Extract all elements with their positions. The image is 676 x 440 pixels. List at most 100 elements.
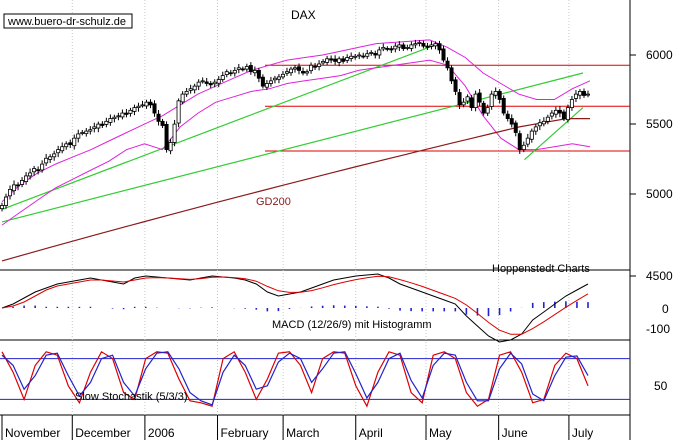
candle-body	[565, 107, 570, 121]
stoch-axis: 50	[654, 379, 668, 393]
macd-signal-line	[1, 275, 589, 335]
candle-body	[337, 58, 342, 63]
candle-body	[417, 41, 422, 44]
candle-body	[196, 81, 201, 87]
candle-body	[220, 75, 225, 80]
candle-body	[561, 111, 566, 119]
candle-body	[288, 68, 293, 74]
candle-body	[541, 120, 546, 125]
month-label: July	[572, 426, 593, 440]
candle-body	[108, 118, 113, 123]
month-label: April	[359, 426, 383, 440]
candle-body	[52, 153, 57, 158]
candle-body	[353, 55, 358, 58]
candle-body	[200, 80, 205, 83]
candle-body	[449, 67, 454, 82]
candle-body	[385, 48, 390, 50]
trendline	[1, 72, 584, 223]
month-label: November	[5, 426, 60, 440]
stoch-d-line	[1, 351, 589, 406]
candle-body	[377, 49, 382, 56]
candle-body	[156, 113, 161, 122]
candle-body	[172, 123, 177, 143]
candle-body	[333, 58, 338, 62]
trendlines	[1, 44, 584, 223]
candle-body	[509, 118, 514, 125]
candle-body	[309, 64, 314, 72]
candle-body	[124, 112, 129, 115]
candle-body	[260, 76, 265, 87]
month-axis: November December 2006 February March April Ma…	[1, 415, 593, 440]
candle-body	[160, 120, 165, 126]
candle-body	[168, 142, 173, 152]
candle-body	[501, 97, 506, 114]
chart-title: DAX	[291, 8, 316, 22]
candle-body	[144, 101, 149, 107]
candle-body	[0, 205, 4, 210]
candle-body	[4, 196, 9, 206]
macd-label: MACD (12/26/9) mit Histogramm	[272, 319, 432, 331]
macd-layer	[1, 273, 589, 343]
candle-body	[24, 175, 29, 182]
candle-body	[409, 44, 414, 49]
month-label: February	[221, 426, 269, 440]
candle-body	[136, 105, 141, 108]
candle-body	[264, 83, 269, 88]
gd200-line	[1, 118, 590, 262]
candle-body	[40, 163, 45, 171]
candle-body	[280, 73, 285, 78]
candle-body	[228, 72, 233, 75]
candle-body	[557, 109, 562, 114]
candle-body	[276, 76, 281, 80]
candle-body	[457, 92, 462, 106]
candle-body	[349, 55, 354, 59]
candle-body	[116, 115, 121, 118]
price-axis: 6000 5500 5000 4500	[630, 48, 673, 283]
candle-body	[72, 137, 77, 147]
candle-body	[553, 109, 558, 115]
candle-body	[232, 70, 237, 74]
candle-body	[148, 101, 153, 106]
candle-body	[517, 133, 522, 150]
candle-body	[397, 44, 402, 48]
candle-body	[252, 70, 257, 74]
candle-body	[256, 70, 261, 79]
candle-body	[373, 53, 378, 56]
candle-body	[461, 101, 466, 106]
stoch-k-line	[1, 350, 589, 408]
candle-body	[481, 102, 486, 114]
candle-body	[36, 169, 41, 172]
candle-body	[272, 77, 277, 81]
candle-body	[248, 65, 253, 73]
candle-body	[469, 97, 474, 108]
candle-body	[301, 71, 306, 74]
candle-body	[425, 45, 430, 48]
gd200-label: GD200	[256, 196, 291, 208]
candle-body	[441, 48, 446, 61]
candle-body	[244, 66, 249, 70]
candle-body	[465, 96, 470, 102]
candle-body	[44, 157, 49, 164]
candle-body	[581, 91, 586, 96]
envelope-bands	[1, 39, 591, 226]
candle-body	[493, 91, 498, 96]
candle-body	[433, 43, 438, 47]
candle-body	[292, 67, 297, 70]
candle-body	[453, 79, 458, 92]
month-label: December	[75, 426, 130, 440]
candle-body	[216, 79, 221, 84]
candle-body	[329, 58, 334, 61]
candle-body	[164, 123, 169, 150]
candle-body	[208, 83, 213, 86]
watermark-text: www.buero-dr-schulz.de	[7, 16, 126, 28]
candle-body	[473, 93, 478, 108]
candle-body	[32, 168, 37, 173]
macd-axis: 0 -100	[646, 302, 670, 336]
candle-body	[489, 93, 494, 107]
candle-body	[88, 129, 93, 132]
candle-body	[68, 142, 73, 145]
candle-body	[152, 103, 157, 114]
candle-body	[477, 92, 482, 103]
candle-body	[188, 88, 193, 91]
